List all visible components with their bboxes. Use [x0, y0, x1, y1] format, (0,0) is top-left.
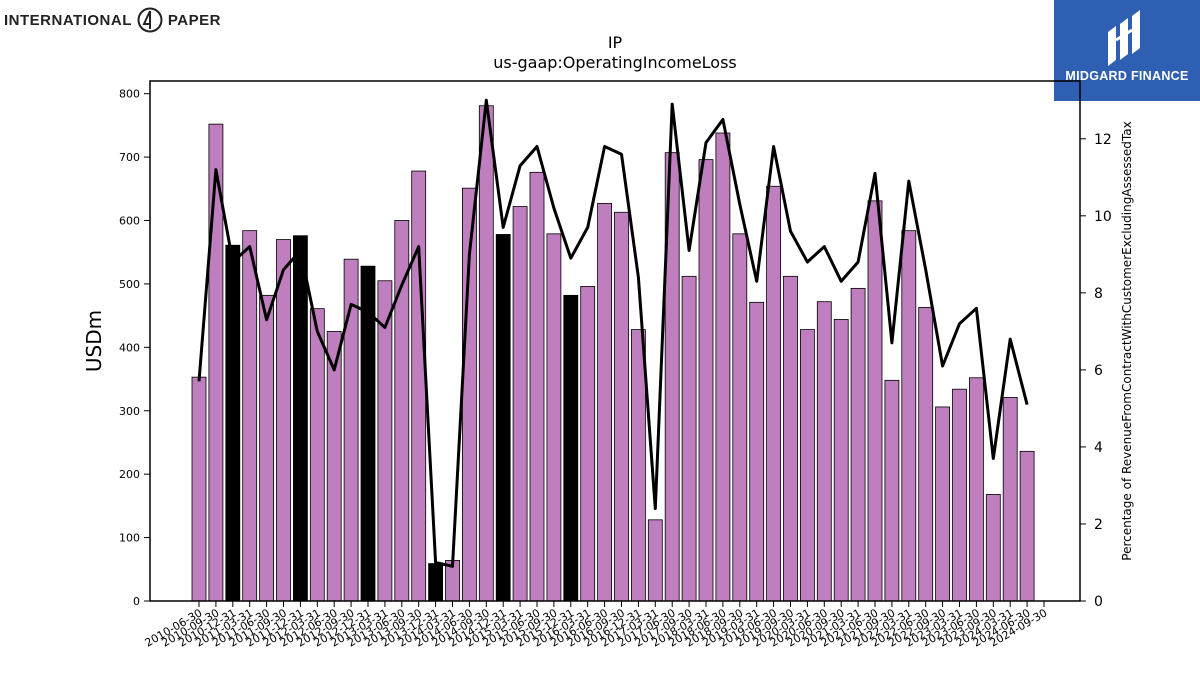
- plot-frame: [149, 80, 1081, 602]
- y2-tick-label: 2: [1094, 517, 1103, 533]
- bar-2016-06-30: [597, 202, 612, 602]
- bar-2011-06-30: [259, 294, 275, 602]
- midgard-finance-name: MIDGARD FINANCE: [1065, 69, 1189, 83]
- bar-2015-06-30: [529, 171, 545, 602]
- bar-2015-09-30: [546, 233, 562, 602]
- bar-2012-09-30: [343, 258, 359, 602]
- midgard-finance-logo: MIDGARD FINANCE: [1054, 0, 1200, 101]
- bar-2022-09-30: [935, 406, 950, 602]
- bar-2018-03-31: [698, 159, 714, 602]
- bar-2014-12-31: [495, 234, 511, 602]
- bar-2023-09-30: [985, 494, 1001, 602]
- bar-2014-09-30: [478, 105, 494, 602]
- bar-2018-09-30: [732, 233, 748, 602]
- bar-2010-12-31: [225, 244, 241, 602]
- bar-2019-03-31: [749, 301, 765, 602]
- logo-left-text-2: PAPER: [167, 11, 221, 29]
- y-tick-label: 700: [119, 151, 140, 164]
- bar-2022-06-30: [918, 306, 934, 602]
- midgard-mark-icon: [1108, 10, 1140, 66]
- bar-2021-06-30: [867, 200, 883, 602]
- bar-2021-09-30: [884, 379, 900, 602]
- bar-2020-03-31: [800, 329, 815, 602]
- bar-2016-03-31: [580, 286, 596, 602]
- chart-subtitle: us-gaap:OperatingIncomeLoss: [493, 53, 737, 72]
- bar-2020-09-30: [833, 319, 849, 602]
- bar-2023-03-31: [952, 388, 967, 602]
- bar-2011-12-31: [292, 235, 308, 602]
- bar-2017-09-30: [681, 275, 697, 602]
- international-paper-logo: INTERNATIONAL PAPER: [4, 4, 221, 36]
- bar-2020-06-30: [816, 301, 832, 602]
- bar-2019-06-30: [766, 185, 781, 602]
- y2-tick-label: 10: [1094, 209, 1112, 225]
- bar-2018-06-30: [715, 132, 731, 602]
- bar-2024-06-30: [1019, 450, 1035, 602]
- bar-2012-06-30: [326, 331, 342, 602]
- y2-tick-label: 8: [1094, 286, 1103, 302]
- bar-2016-12-31: [631, 329, 646, 602]
- bar-2015-12-31: [563, 294, 579, 602]
- percentage-line-series: [197, 98, 1029, 568]
- bar-2021-03-31: [850, 287, 866, 602]
- y-axis-label: USDm: [82, 310, 106, 372]
- y-tick-label: 300: [119, 405, 140, 418]
- bar-2019-09-30: [783, 275, 798, 602]
- bar-2016-09-30: [614, 211, 629, 602]
- bar-2011-03-31: [242, 230, 258, 602]
- bar-2015-03-31: [512, 206, 528, 602]
- y-tick-label: 400: [119, 341, 140, 354]
- chart-title: IP: [608, 33, 623, 52]
- y-tick-label: 200: [119, 468, 140, 481]
- y2-tick-label: 0: [1094, 594, 1103, 610]
- y2-tick-label: 4: [1094, 440, 1103, 456]
- x-axis: 2010-06-302010-09-302010-12-312011-03-31…: [143, 601, 1050, 650]
- bar-2012-03-31: [309, 308, 325, 602]
- bar-2023-06-30: [969, 377, 984, 602]
- bar-2011-09-30: [276, 239, 291, 602]
- percentage-line: [197, 98, 1029, 568]
- bar-2024-03-31: [1002, 397, 1018, 602]
- logo-left-text-1: INTERNATIONAL: [4, 11, 132, 29]
- y2-tick-label: 12: [1094, 132, 1112, 148]
- y-axis-left: 0 100 200 300 400 500 600 700 800: [119, 88, 150, 608]
- y-tick-label: 500: [119, 278, 140, 291]
- y2-axis-label: Percentage of RevenueFromContractWithCus…: [1120, 121, 1134, 560]
- bar-2010-06-30: [191, 376, 207, 602]
- bar-2017-03-31: [647, 519, 663, 602]
- y2-tick-label: 6: [1094, 363, 1103, 379]
- y-tick-label: 0: [133, 595, 140, 608]
- y-tick-label: 800: [119, 88, 140, 101]
- y-axis-right: 0 2 4 6 8 10 12: [1080, 132, 1112, 610]
- bar-2013-09-30: [411, 170, 427, 602]
- y-tick-label: 100: [119, 532, 140, 545]
- international-paper-mark-icon: [137, 7, 163, 33]
- y-tick-label: 600: [119, 215, 140, 228]
- bar-2013-12-31: [428, 563, 444, 602]
- bar-2022-03-31: [901, 230, 917, 602]
